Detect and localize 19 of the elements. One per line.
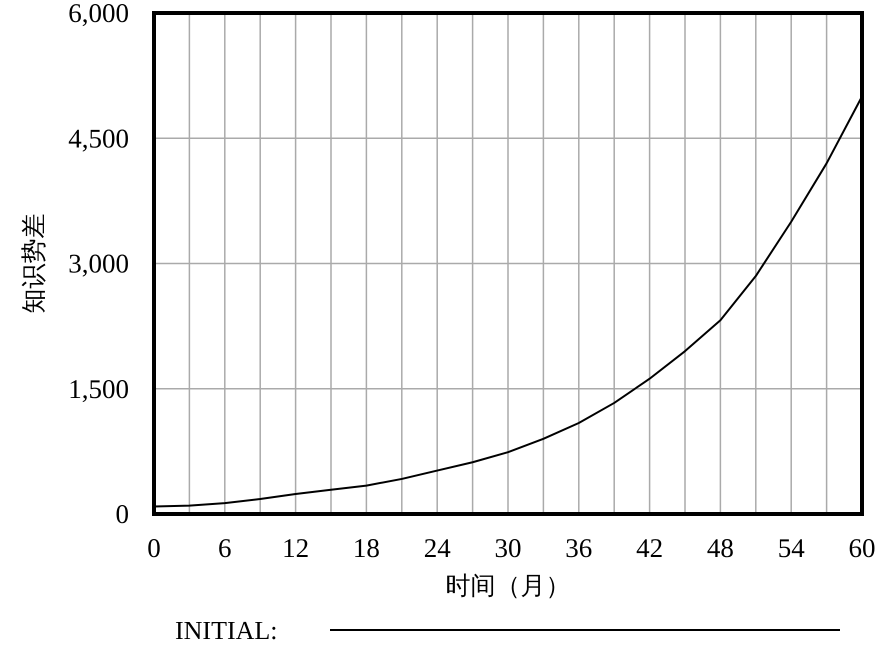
- x-tick-label: 0: [147, 533, 161, 563]
- legend: INITIAL:: [175, 616, 840, 645]
- x-tick-label: 12: [282, 533, 310, 563]
- y-tick-label: 4,500: [68, 123, 129, 154]
- x-tick-label: 60: [848, 533, 876, 563]
- y-axis-title: 知识势差: [19, 214, 48, 314]
- x-tick-label: 48: [706, 533, 734, 563]
- x-axis-title: 时间（月）: [446, 571, 570, 600]
- y-tick-label: 3,000: [68, 248, 129, 278]
- x-tick-label: 30: [494, 533, 522, 563]
- x-tick-label: 6: [218, 533, 232, 563]
- x-tick-label: 36: [565, 533, 592, 563]
- x-tick-label: 18: [352, 533, 380, 563]
- y-tick-label: 1,500: [68, 374, 129, 404]
- y-tick-label: 6,000: [68, 0, 129, 28]
- y-tick-label: 0: [116, 499, 129, 529]
- x-tick-label: 42: [636, 533, 664, 563]
- x-tick-label: 24: [424, 533, 452, 563]
- x-tick-label: 54: [778, 533, 806, 563]
